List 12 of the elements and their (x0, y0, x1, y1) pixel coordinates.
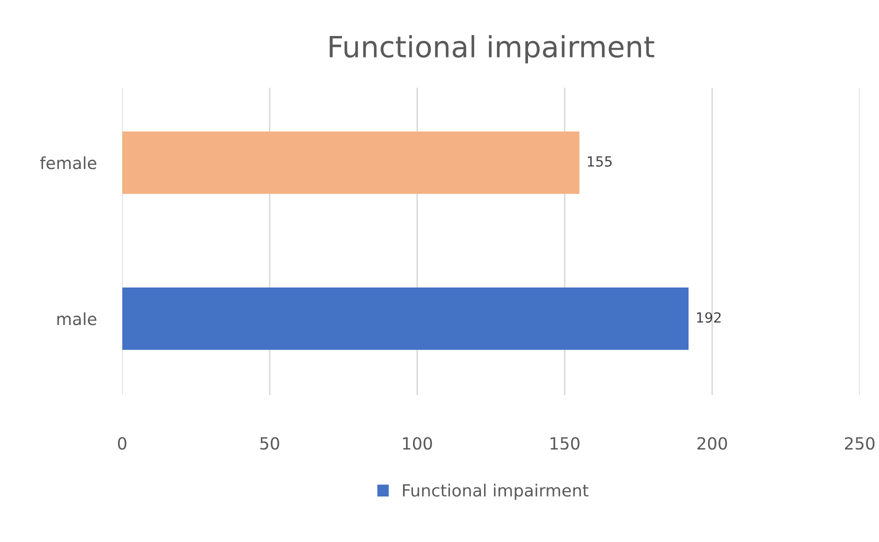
legend-label: Functional impairment (403, 484, 588, 500)
x-tick-label: 0 (118, 437, 126, 450)
y-tick-label: male (57, 312, 96, 326)
data-label: 155 (588, 156, 612, 167)
x-tick-label: 150 (550, 437, 580, 450)
x-tick-label: 250 (844, 437, 874, 450)
x-tick-label: 200 (697, 437, 727, 450)
x-tick-label: 100 (403, 437, 432, 450)
x-tick-label: 50 (260, 437, 280, 450)
chart-title: Functional impairment (330, 35, 654, 64)
y-tick-label: female (40, 156, 96, 170)
data-label: 192 (697, 312, 721, 323)
